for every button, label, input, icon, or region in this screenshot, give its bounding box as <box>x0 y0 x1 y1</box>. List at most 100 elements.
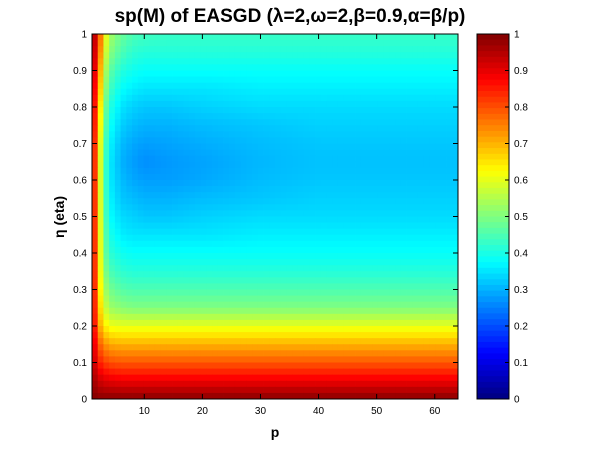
heatmap-cell <box>132 271 139 278</box>
heatmap-cell <box>234 88 242 96</box>
heatmap-cell <box>389 34 396 41</box>
heatmap-cell <box>160 283 167 290</box>
heatmap-cell <box>372 46 379 53</box>
heatmap-cell <box>337 265 345 272</box>
heatmap-cell <box>194 107 202 114</box>
heatmap-cell <box>172 64 179 71</box>
heatmap-cell <box>114 113 121 120</box>
heatmap-cell <box>429 319 436 327</box>
heatmap-cell <box>120 271 127 278</box>
heatmap-cell <box>383 374 390 382</box>
heatmap-cell <box>183 253 190 260</box>
heatmap-cell <box>177 52 184 59</box>
heatmap-cell <box>297 137 304 144</box>
heatmap-cell <box>109 192 116 199</box>
heatmap-cell <box>103 240 110 248</box>
heatmap-cell <box>366 107 373 114</box>
heatmap-cell <box>389 392 396 400</box>
heatmap-cell <box>400 131 407 138</box>
heatmap-cell <box>292 94 299 102</box>
heatmap-cell <box>320 259 327 266</box>
heatmap-cell <box>114 350 121 357</box>
heatmap-cell <box>217 332 224 339</box>
x-tick-label: 30 <box>255 406 267 417</box>
heatmap-cell <box>343 253 350 260</box>
heatmap-cell <box>200 386 207 394</box>
heatmap-cell <box>177 204 184 211</box>
heatmap-cell <box>360 100 367 108</box>
heatmap-cell <box>406 82 413 90</box>
heatmap-cell <box>154 46 162 53</box>
heatmap-cell <box>440 362 447 369</box>
heatmap-cell <box>303 283 310 290</box>
heatmap-cell <box>263 186 270 193</box>
heatmap-cell <box>217 216 224 223</box>
heatmap-cell <box>412 192 419 199</box>
heatmap-cell <box>366 307 373 315</box>
heatmap-cell <box>120 240 127 248</box>
heatmap-cell <box>183 295 190 303</box>
heatmap-cell <box>337 52 345 59</box>
heatmap-cell <box>126 143 133 150</box>
heatmap-cell <box>280 386 287 394</box>
heatmap-cell <box>406 222 413 230</box>
heatmap-cell <box>269 332 276 339</box>
heatmap-cell <box>303 222 310 230</box>
heatmap-cell <box>263 222 270 230</box>
heatmap-cell <box>166 277 173 284</box>
heatmap-cell <box>126 155 133 163</box>
heatmap-cell <box>109 125 116 132</box>
heatmap-cell <box>234 344 242 351</box>
heatmap-cell <box>149 180 156 187</box>
heatmap-cell <box>103 313 110 321</box>
heatmap-cell <box>355 107 362 114</box>
heatmap-cell <box>206 167 213 175</box>
heatmap-cell <box>234 137 242 144</box>
heatmap-cell <box>240 380 247 388</box>
heatmap-cell <box>154 356 162 363</box>
heatmap-cell <box>92 173 99 181</box>
heatmap-cell <box>360 149 367 157</box>
heatmap-cell <box>423 64 430 71</box>
heatmap-cell <box>400 76 407 84</box>
heatmap-cell <box>143 52 150 59</box>
heatmap-cell <box>103 125 110 132</box>
heatmap-cell <box>246 64 253 71</box>
heatmap-cell <box>132 137 139 144</box>
heatmap-cell <box>377 319 385 327</box>
heatmap-cell <box>412 259 419 266</box>
heatmap-cell <box>383 192 390 199</box>
heatmap-cell <box>429 362 436 369</box>
heatmap-cell <box>297 344 304 351</box>
heatmap-cell <box>103 356 110 363</box>
heatmap-cell <box>383 167 390 175</box>
heatmap-cell <box>452 82 459 90</box>
heatmap-cell <box>177 326 184 333</box>
heatmap-cell <box>412 113 419 120</box>
heatmap-cell <box>92 265 99 272</box>
heatmap-cell <box>194 34 202 41</box>
heatmap-cell <box>406 155 413 163</box>
heatmap-cell <box>395 283 402 290</box>
heatmap-cell <box>389 198 396 205</box>
heatmap-cell <box>360 350 367 357</box>
heatmap-cell <box>297 326 304 333</box>
heatmap-cell <box>212 326 219 333</box>
heatmap-cell <box>206 131 213 138</box>
heatmap-cell <box>309 107 316 114</box>
heatmap-cell <box>246 392 253 400</box>
heatmap-cell <box>275 137 282 144</box>
heatmap-cell <box>132 338 139 345</box>
heatmap-cell <box>200 271 207 278</box>
heatmap-cell <box>183 283 190 290</box>
heatmap-cell <box>332 259 339 266</box>
heatmap-cell <box>280 210 287 217</box>
heatmap-cell <box>120 289 127 296</box>
heatmap-cell <box>92 131 99 138</box>
heatmap-cell <box>114 210 121 217</box>
heatmap-cell <box>440 228 447 236</box>
heatmap-cell <box>320 356 327 363</box>
heatmap-cell <box>417 265 425 272</box>
heatmap-cell <box>103 119 110 126</box>
heatmap-cell <box>292 307 299 315</box>
